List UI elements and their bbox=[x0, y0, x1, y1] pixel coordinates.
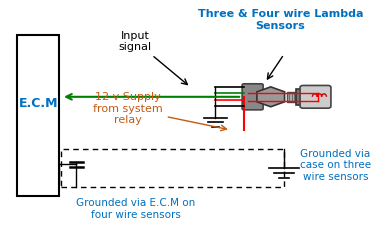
Text: Grounded via E.C.M on
four wire sensors: Grounded via E.C.M on four wire sensors bbox=[76, 198, 195, 220]
FancyBboxPatch shape bbox=[300, 86, 331, 108]
FancyBboxPatch shape bbox=[242, 84, 263, 110]
Text: 12 v Supply
from system
relay: 12 v Supply from system relay bbox=[93, 92, 226, 131]
Bar bbox=[287, 92, 296, 101]
Text: Input
signal: Input signal bbox=[119, 31, 187, 85]
Bar bbox=[296, 89, 303, 105]
Text: Three & Four wire Lambda
Sensors: Three & Four wire Lambda Sensors bbox=[197, 9, 363, 31]
Bar bbox=[61, 149, 284, 187]
Bar bbox=[17, 35, 59, 196]
Text: Grounded via
case on three
wire sensors: Grounded via case on three wire sensors bbox=[300, 149, 371, 182]
Text: E.C.M: E.C.M bbox=[19, 97, 58, 110]
